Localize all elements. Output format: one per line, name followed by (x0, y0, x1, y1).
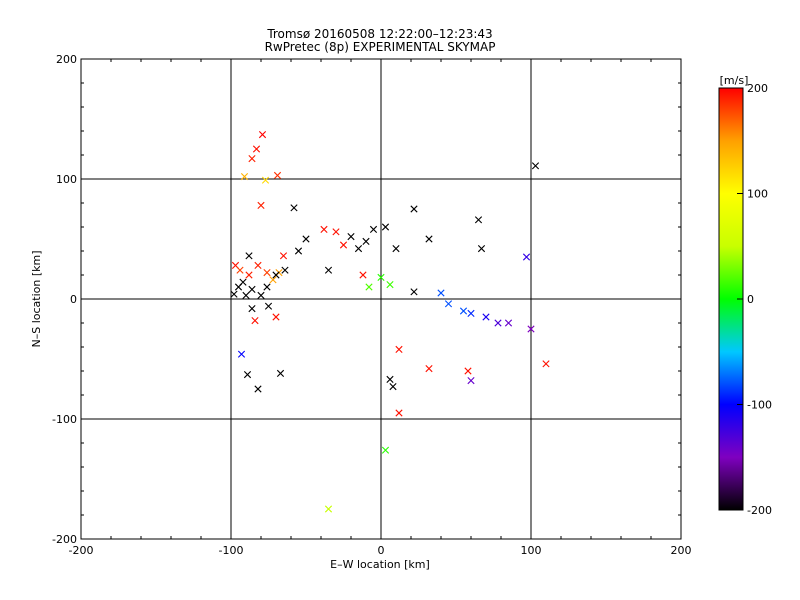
data-point (392, 245, 400, 253)
data-point (395, 409, 403, 417)
data-point (354, 245, 363, 253)
data-point (276, 369, 285, 377)
data-point (369, 225, 378, 233)
data-point (281, 266, 289, 274)
data-point (261, 176, 270, 184)
y-tick-label: 200 (56, 53, 77, 66)
data-point (257, 201, 265, 209)
data-point (263, 269, 271, 277)
data-point (243, 371, 252, 379)
grid-lines (81, 59, 681, 539)
data-point (248, 155, 256, 163)
x-tick-label: 0 (378, 544, 385, 557)
data-point (425, 365, 433, 373)
y-tick-label: -200 (52, 533, 77, 546)
y-axis-label: N–S location [km] (30, 250, 43, 347)
data-point (381, 446, 390, 454)
data-point (381, 223, 390, 231)
data-point (230, 290, 238, 298)
data-point (245, 271, 253, 279)
data-point (290, 204, 298, 212)
data-point (386, 281, 394, 289)
scatter-points (230, 131, 550, 513)
data-point (459, 307, 468, 315)
data-point (474, 216, 483, 224)
x-axis-label: E–W location [km] (330, 558, 430, 571)
data-point (425, 235, 433, 243)
x-tick-label: -200 (69, 544, 94, 557)
colorbar-tick-label: 200 (747, 82, 768, 95)
data-point (257, 291, 265, 299)
data-point (279, 252, 288, 260)
data-point (240, 173, 249, 181)
y-tick-label: 0 (70, 293, 77, 306)
data-point (464, 367, 472, 375)
data-point (410, 288, 418, 296)
data-point (302, 235, 310, 243)
data-point (242, 291, 250, 299)
data-point (359, 271, 367, 279)
data-point (294, 247, 303, 255)
data-point (504, 319, 513, 327)
data-point (482, 313, 490, 321)
colorbar-ticks: -200 -100 0 100 200 (737, 82, 772, 517)
data-point (254, 261, 262, 269)
data-point (236, 266, 244, 274)
y-axis-ticks: -200 -100 0 100 200 (52, 53, 681, 546)
data-point (272, 271, 280, 279)
data-point (264, 302, 273, 310)
y-tick-label: 100 (56, 173, 77, 186)
data-point (273, 171, 282, 179)
colorbar-tick-label: -100 (747, 399, 772, 412)
data-point (252, 145, 261, 153)
data-point (324, 266, 333, 274)
data-point (467, 309, 475, 317)
data-point (365, 283, 373, 291)
data-point (320, 225, 328, 233)
data-point (245, 252, 253, 260)
data-point (272, 313, 280, 321)
colorbar-tick-label: 0 (747, 293, 754, 306)
data-point (263, 283, 271, 291)
data-point (542, 360, 550, 368)
x-tick-label: 200 (671, 544, 692, 557)
data-point (332, 228, 340, 236)
data-point (377, 273, 385, 281)
data-point (347, 233, 355, 241)
data-point (467, 377, 475, 385)
data-point (410, 205, 418, 213)
data-point (477, 245, 486, 253)
colorbar-tick-label: -200 (747, 504, 772, 517)
x-tick-label: -100 (219, 544, 244, 557)
data-point (258, 131, 267, 139)
colorbar-tick-label: 100 (747, 188, 768, 201)
data-point (324, 505, 333, 513)
x-axis-ticks: -200 -100 0 100 200 (69, 59, 692, 557)
data-point (248, 305, 256, 313)
data-point (527, 325, 535, 333)
data-point (444, 300, 453, 308)
chart-title: Tromsø 20160508 12:22:00–12:23:43 (266, 27, 492, 41)
data-point (248, 285, 256, 293)
data-point (522, 253, 531, 261)
data-point (269, 276, 277, 284)
data-point (237, 350, 246, 358)
data-point (494, 319, 502, 327)
colorbar-unit-label: [m/s] (720, 74, 749, 87)
data-point (234, 283, 243, 291)
y-tick-label: -100 (52, 413, 77, 426)
data-point (395, 345, 403, 353)
data-point (254, 385, 262, 393)
data-point (251, 317, 259, 325)
data-point (362, 237, 370, 245)
data-point (339, 241, 348, 249)
data-point (389, 383, 397, 391)
chart-subtitle: RwPretec (8p) EXPERIMENTAL SKYMAP (265, 40, 496, 54)
data-point (437, 289, 445, 297)
data-point (531, 162, 540, 170)
data-point (386, 375, 394, 383)
x-tick-label: 100 (521, 544, 542, 557)
